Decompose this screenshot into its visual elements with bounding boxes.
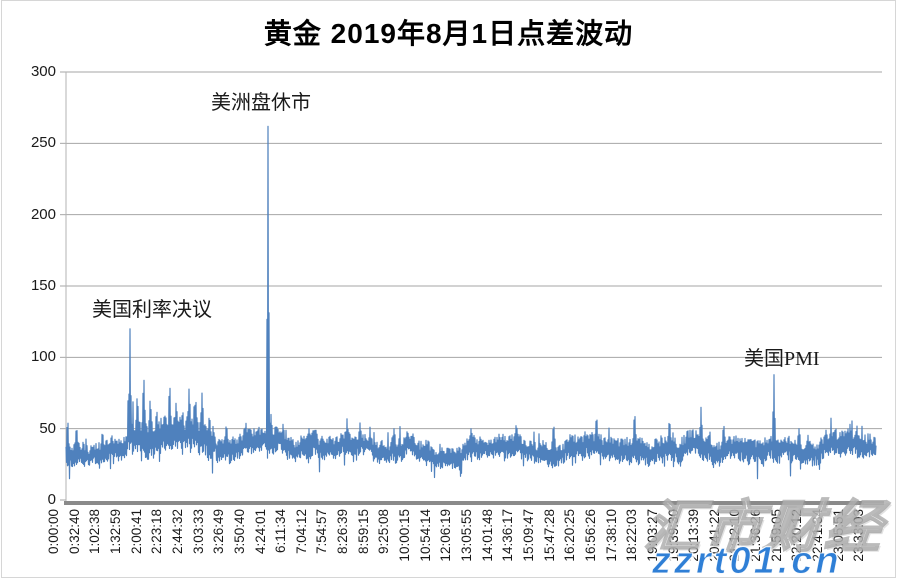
x-axis-tick-label: 15:47:28 [541,509,557,562]
annotation-label: 美国PMI [744,348,820,370]
x-axis-tick-label: 4:24:01 [252,509,268,555]
chart-title: 黄金 2019年8月1日点差波动 [263,18,634,49]
annotation-label: 美洲盘休市 [211,92,311,114]
annotation-label: 美国利率决议 [92,299,212,321]
x-axis-tick-label: 2:44:32 [169,509,185,555]
x-axis-tick-label: 1:32:59 [107,509,123,555]
x-axis-tick-label: 7:04:12 [293,509,309,555]
x-axis-line [64,501,884,505]
x-axis-tick-label: 0:32:40 [66,509,82,555]
x-axis-tick-label: 8:26:39 [335,509,351,555]
x-axis-tick-label: 3:50:40 [231,509,247,555]
x-axis-tick-label: 10:00:15 [397,509,413,562]
x-axis-tick-label: 1:02:38 [87,509,103,555]
x-axis-tick-label: 0:00:00 [46,509,61,555]
x-axis-tick-label: 2:23:18 [149,509,165,555]
x-axis-tick-label: 2:00:41 [128,509,144,555]
x-axis-tick-label: 16:56:26 [582,509,598,562]
x-axis-tick-label: 10:54:14 [417,509,433,562]
x-axis-tick-label: 16:20:25 [562,509,578,562]
x-axis-tick-label: 17:38:10 [603,509,619,562]
x-axis-tick-label: 18:22:03 [624,509,640,562]
spread-line-series [65,125,877,480]
x-axis-tick-label: 12:06:19 [438,509,454,562]
y-axis-tick-label: 150 [30,277,56,294]
x-axis-tick-label: 14:36:17 [500,509,516,562]
y-axis-tick-label: 50 [39,419,56,437]
y-axis-tick-label: 0 [47,491,56,508]
x-axis-tick-label: 6:11:34 [273,509,289,554]
y-axis-tick-label: 100 [30,348,56,366]
y-axis-tick-label: 250 [30,134,56,152]
x-axis-tick-label: 3:03:33 [190,509,206,555]
x-axis-tick-label: 14:01:48 [479,509,495,562]
y-axis-tick-label: 300 [30,63,56,80]
y-axis-tick-label: 200 [30,205,56,223]
x-axis-tick-label: 9:25:08 [376,509,392,555]
x-axis-tick-label: 13:05:55 [459,509,474,562]
x-axis-tick-label: 15:09:47 [520,509,536,562]
x-axis-tick-label: 3:26:49 [211,509,227,555]
x-axis-tick-label: 8:59:15 [355,509,371,555]
x-axis-tick-label: 7:54:57 [314,509,330,555]
watermark-site-url: zzrt01.cn [652,540,842,583]
